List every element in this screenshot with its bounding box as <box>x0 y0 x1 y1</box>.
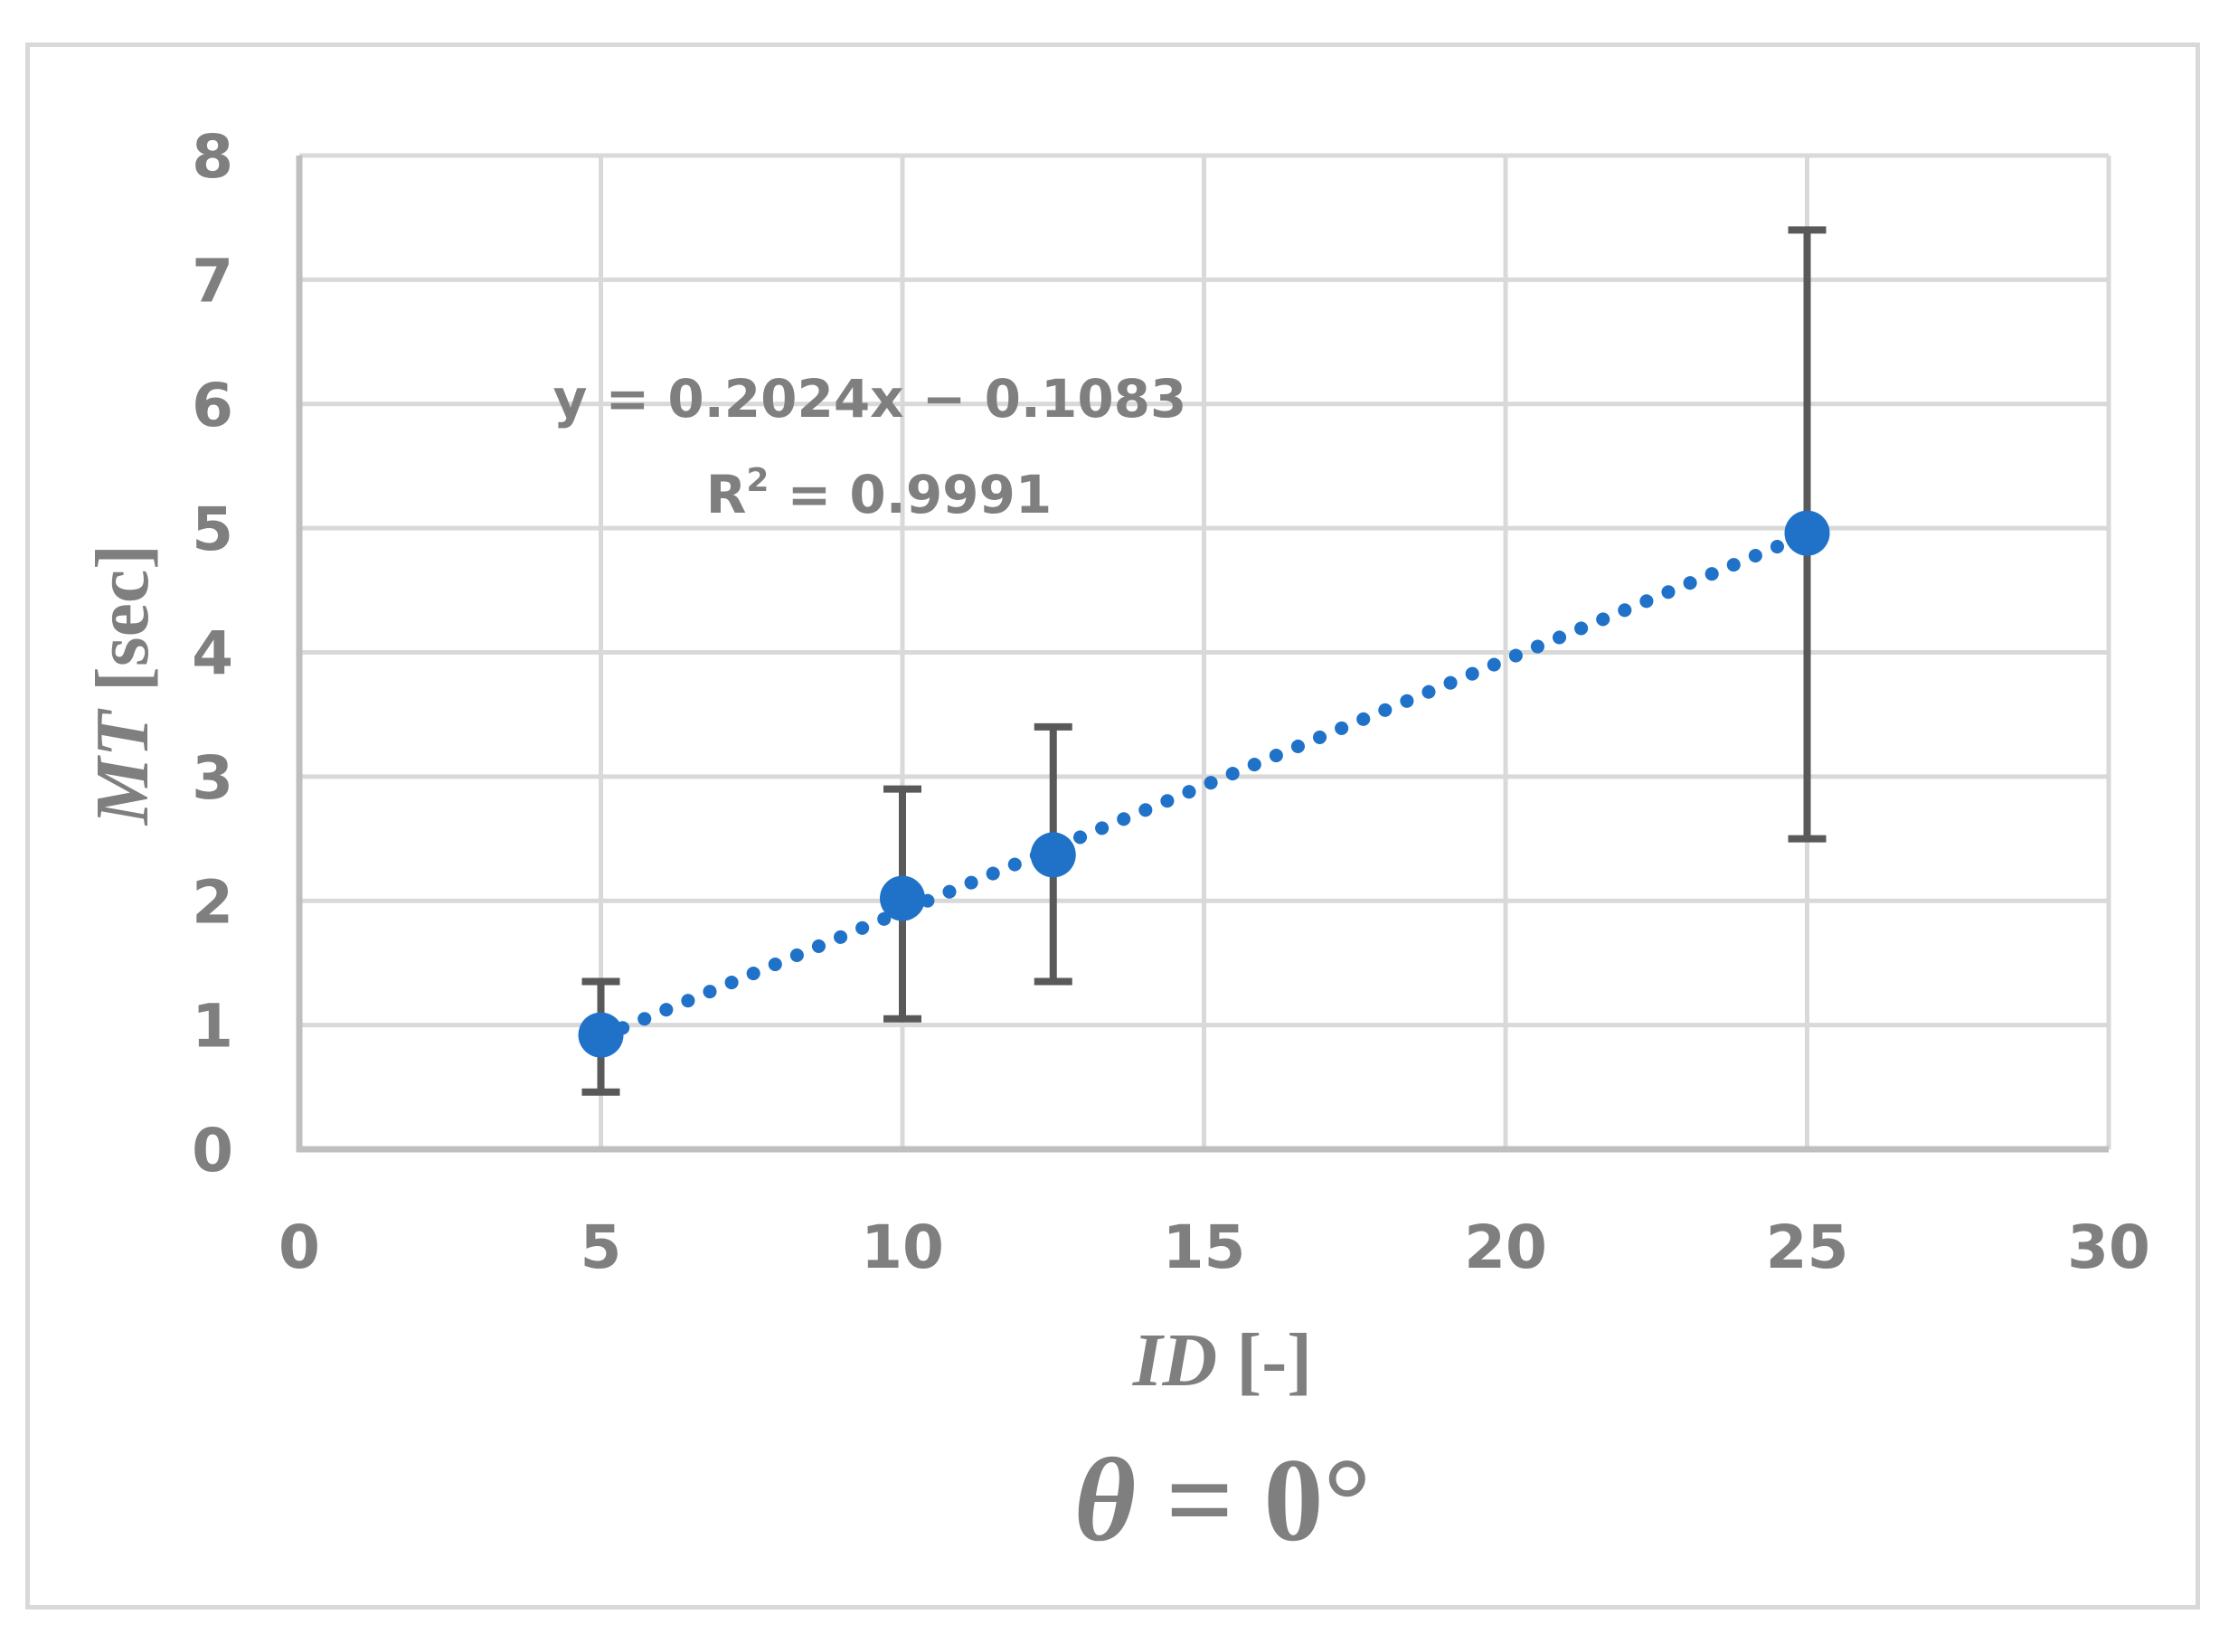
y-axis-label-space <box>80 692 165 711</box>
y-tick-label: 6 <box>192 371 233 440</box>
x-tick-label: 10 <box>861 1213 944 1282</box>
data-point-marker <box>1784 510 1830 556</box>
axes <box>296 156 2109 1153</box>
data-point-marker <box>880 875 925 921</box>
chart-frame <box>25 42 2200 1610</box>
x-tick-label: 30 <box>2067 1213 2150 1282</box>
x-tick-label: 15 <box>1163 1213 1246 1282</box>
trendline-equation: y = 0.2024x − 0.1083 <box>553 368 1187 430</box>
x-axis-label-space <box>1217 1318 1236 1402</box>
r2-prefix: R <box>706 464 747 525</box>
trendline-dotted <box>594 527 1814 1044</box>
r2-value: = 0.9991 <box>769 464 1052 525</box>
data-point-marker <box>578 1012 624 1058</box>
y-axis-label: MT [sec] <box>80 544 165 826</box>
y-tick-label: 8 <box>192 122 233 192</box>
y-axis-tick-labels: 0 1 2 3 4 5 6 7 8 <box>192 122 233 1185</box>
chart-title-theta: θ = 0° <box>1074 1433 1372 1566</box>
r2-superscript: 2 <box>746 462 769 499</box>
x-tick-label: 25 <box>1766 1213 1849 1282</box>
x-tick-label: 5 <box>581 1213 622 1282</box>
x-axis-label-variable: ID <box>1132 1318 1217 1402</box>
y-axis-label-variable: MT <box>80 707 165 826</box>
y-tick-label: 5 <box>192 495 233 564</box>
y-tick-label: 2 <box>192 867 233 937</box>
x-tick-label: 20 <box>1464 1213 1547 1282</box>
x-axis-tick-labels: 0 5 10 15 20 25 30 <box>279 1213 2150 1282</box>
x-axis-label: ID [-] <box>1132 1318 1312 1402</box>
theta-symbol: θ <box>1074 1433 1137 1566</box>
theta-value: 0° <box>1263 1433 1371 1566</box>
x-tick-label: 0 <box>279 1213 320 1282</box>
y-tick-label: 0 <box>192 1116 233 1185</box>
y-tick-label: 4 <box>192 619 233 689</box>
y-tick-label: 7 <box>192 246 233 316</box>
y-tick-label: 3 <box>192 743 233 813</box>
trendline-r-squared: R2 = 0.9991 <box>706 462 1053 525</box>
data-markers <box>578 510 1830 1058</box>
data-point-marker <box>1030 832 1076 878</box>
y-axis-label-unit: [sec] <box>80 544 165 692</box>
y-tick-label: 1 <box>192 992 233 1062</box>
x-axis-label-unit: [-] <box>1236 1318 1312 1402</box>
theta-equals: = <box>1136 1433 1263 1566</box>
trendline <box>594 527 1814 1044</box>
